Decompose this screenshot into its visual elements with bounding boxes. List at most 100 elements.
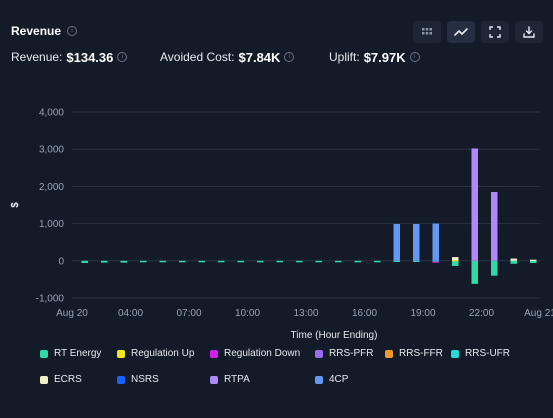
legend-label: RT Energy (54, 348, 102, 359)
legend-item[interactable]: RRS-UFR (451, 348, 531, 359)
legend-label: NSRS (131, 374, 159, 385)
y-tick-label: 2,000 (39, 182, 64, 193)
legend-item[interactable]: NSRS (117, 374, 210, 385)
bar-segment (257, 260, 264, 263)
bar-segment (120, 260, 127, 263)
x-tick-label: 10:00 (235, 308, 260, 319)
bar-segment (432, 261, 439, 263)
x-axis-title: Time (Hour Ending) (291, 330, 378, 341)
bar-segment (413, 260, 420, 262)
legend-swatch (315, 375, 323, 384)
bar-segment (530, 259, 537, 261)
legend-swatch (40, 349, 48, 358)
legend-item[interactable]: RTPA (210, 374, 315, 385)
bar-segment (296, 260, 303, 263)
expand-icon (489, 26, 501, 38)
x-tick-label: 16:00 (352, 308, 377, 319)
bar-segment (140, 260, 147, 263)
legend-label: Regulation Up (131, 348, 195, 359)
legend-swatch (451, 349, 459, 358)
legend-label: RRS-FFR (399, 348, 443, 359)
info-icon[interactable]: i (117, 52, 128, 62)
y-tick-label: 1,000 (39, 219, 64, 230)
legend-item[interactable]: Regulation Down (210, 348, 315, 359)
bar-segment (491, 260, 498, 276)
grid-view-button[interactable] (413, 21, 441, 43)
legend-item[interactable]: RT Energy (40, 348, 117, 359)
x-tick-label: 07:00 (176, 308, 201, 319)
grid-icon (422, 28, 432, 35)
legend-item[interactable]: Regulation Up (117, 348, 210, 359)
bar-segment (432, 260, 439, 262)
legend-label: RTPA (224, 374, 250, 385)
bar-segment (374, 260, 381, 263)
legend-swatch (315, 349, 323, 358)
bar-segment (452, 257, 459, 261)
download-icon (523, 26, 535, 38)
y-tick-label: -1,000 (36, 294, 65, 305)
line-chart-icon (454, 28, 468, 36)
legend-swatch (385, 349, 393, 358)
legend-swatch (210, 349, 218, 358)
bar-segment (452, 260, 459, 267)
legend-label: RRS-UFR (465, 348, 510, 359)
bar-segment (237, 260, 244, 263)
bar-segment (276, 260, 283, 263)
y-tick-label: 3,000 (39, 145, 64, 156)
bar-segment (159, 260, 166, 263)
x-tick-label: 22:00 (469, 308, 494, 319)
legend-item[interactable]: RRS-FFR (385, 348, 451, 359)
chart-toolbar (413, 21, 543, 43)
legend-label: 4CP (329, 374, 349, 385)
y-axis-title: $ (10, 202, 21, 208)
bar-segment (315, 260, 322, 263)
legend-label: ECRS (54, 374, 82, 385)
bar-segment (393, 260, 400, 262)
avoided-cost-value: $7.84K (238, 49, 281, 65)
legend-item[interactable]: RRS-PFR (315, 348, 385, 359)
download-button[interactable] (515, 21, 543, 43)
bar-segment (530, 260, 537, 264)
legend-label: RRS-PFR (329, 348, 374, 359)
legend-swatch (40, 375, 48, 384)
revenue-value: $134.36 (66, 49, 114, 65)
avoided-cost-label: Avoided Cost: (160, 50, 235, 64)
info-icon[interactable]: i (409, 52, 420, 62)
bar-segment (354, 260, 361, 263)
y-tick-label: 4,000 (39, 108, 64, 119)
uplift-label: Uplift: (329, 50, 360, 64)
info-icon[interactable]: i (67, 26, 78, 36)
fullscreen-button[interactable] (481, 21, 509, 43)
metric-avoided-cost: Avoided Cost: $7.84K i (160, 49, 295, 65)
bar-segment (198, 260, 205, 263)
y-tick-label: 0 (58, 256, 64, 267)
bar-segment (471, 148, 478, 261)
metric-revenue: Revenue: $134.36 i (11, 49, 128, 65)
revenue-chart: 4,000 3,000 2,000 1,000 0 -1,000 $ Aug 20 04:00 0… (10, 108, 553, 342)
legend-label: Regulation Down (224, 348, 301, 359)
bar-segment (510, 260, 517, 264)
title-row: Revenue i (11, 24, 78, 38)
bar-segment (413, 223, 420, 261)
x-tick-label: Aug 21 (524, 308, 553, 319)
x-tick-label: 04:00 (118, 308, 143, 319)
bar-segment (179, 260, 186, 263)
chart-title: Revenue (11, 24, 62, 38)
line-chart-button[interactable] (447, 21, 475, 43)
bar-segment (471, 260, 478, 284)
bar-segment (491, 191, 498, 261)
bar-segment (432, 223, 439, 261)
bar-segment (101, 260, 108, 263)
legend-item[interactable]: 4CP (315, 374, 385, 385)
uplift-value: $7.97K (363, 49, 406, 65)
bar-segment (218, 260, 225, 263)
legend-swatch (117, 349, 125, 358)
legend-swatch (210, 375, 218, 384)
bar-segment (452, 260, 459, 262)
bar-segment (510, 258, 517, 261)
chart-legend: RT Energy Regulation Up Regulation Down RRS… (40, 348, 540, 385)
info-icon[interactable]: i (284, 52, 295, 62)
bar-segment (393, 223, 400, 261)
x-tick-label: 13:00 (293, 308, 318, 319)
legend-item[interactable]: ECRS (40, 374, 117, 385)
